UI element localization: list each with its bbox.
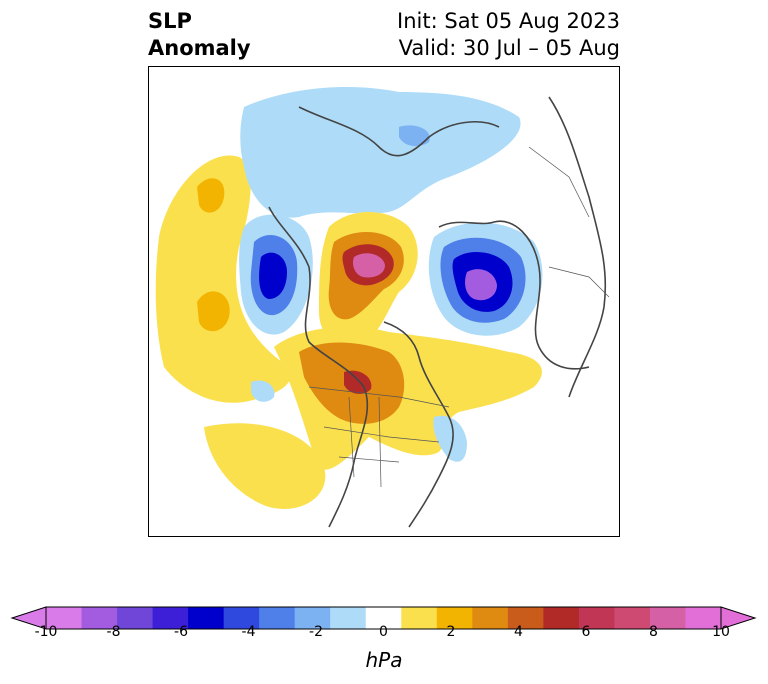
anomaly-pacific-negative	[251, 380, 275, 402]
colorbar-cell	[543, 607, 580, 629]
colorbar-tick-label: 2	[446, 624, 456, 640]
colorbar-cell	[649, 607, 686, 629]
colorbar-tick-label: -10	[34, 624, 58, 640]
anomaly-europe-negative-core	[465, 269, 497, 301]
init-date: Init: Sat 05 Aug 2023	[397, 9, 620, 33]
anomaly-arctic-negative-core	[399, 125, 430, 147]
colorbar-cell	[152, 607, 189, 629]
anomaly-pacific-positive	[155, 155, 291, 403]
colorbar-tick-label: 8	[649, 624, 658, 640]
date-title: Init: Sat 05 Aug 2023 Valid: 30 Jul – 05…	[397, 8, 620, 62]
colorbar-cell	[401, 607, 438, 629]
colorbar-tick-label: -2	[309, 624, 323, 640]
map-panel	[148, 66, 620, 537]
colorbar-cell	[685, 607, 722, 629]
country-borders	[308, 146, 610, 488]
anomaly-map	[155, 87, 610, 528]
anomaly-arctic-negative	[240, 87, 521, 218]
anomaly-atlantic-negative	[433, 415, 467, 462]
variable-title: SLP Anomaly	[148, 8, 251, 62]
colorbar-cell	[294, 607, 331, 629]
anomaly-pacific-positive-core2	[197, 291, 230, 332]
variable-name: SLP	[148, 9, 192, 33]
colorbar-outline	[45, 606, 722, 630]
colorbar-cell	[614, 607, 651, 629]
colorbar-tick-label: -4	[241, 624, 256, 640]
anomaly-pacific-positive-core1	[197, 178, 225, 213]
colorbar-cell	[472, 607, 509, 629]
colorbar-cell	[117, 607, 154, 629]
colorbar-cell	[507, 607, 544, 629]
anomaly-alaska-positive-peak	[353, 253, 385, 278]
colorbar-cell	[578, 607, 615, 629]
colorbar-tick-label: -8	[106, 624, 121, 640]
colorbar-cell	[223, 607, 260, 629]
colorbar	[10, 606, 757, 630]
colorbar-tick-label: 4	[514, 624, 523, 640]
colorbar-cell	[436, 607, 473, 629]
colorbar-tick-label: 6	[581, 624, 591, 640]
colorbar-cell	[330, 607, 367, 629]
variable-subtitle: Anomaly	[148, 36, 251, 60]
colorbar-unit: hPa	[365, 648, 403, 672]
colorbar-tick-label: 0	[379, 624, 388, 640]
colorbar-tick-label: 10	[712, 624, 730, 640]
colorbar-tick-label: -6	[174, 624, 188, 640]
anomaly-siberia-negative-core	[259, 252, 287, 299]
colorbar-cell	[46, 607, 83, 629]
anomaly-subtropical-positive	[204, 423, 326, 509]
colorbar-cell	[81, 607, 118, 629]
valid-range: Valid: 30 Jul – 05 Aug	[398, 36, 620, 60]
colorbar-cell	[259, 607, 296, 629]
colorbar-cell	[365, 607, 402, 629]
colorbar-cell	[188, 607, 225, 629]
